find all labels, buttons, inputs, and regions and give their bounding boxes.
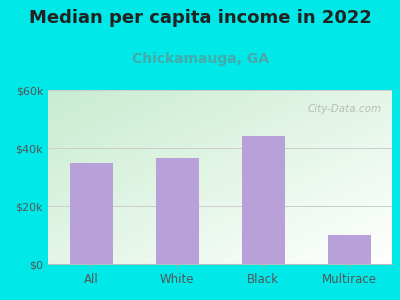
Bar [242,136,284,264]
Bar [156,158,198,264]
Text: Chickamauga, GA: Chickamauga, GA [132,52,268,67]
Bar [70,163,112,264]
Text: Median per capita income in 2022: Median per capita income in 2022 [28,9,372,27]
Bar [328,235,370,264]
Text: City-Data.com: City-Data.com [308,104,382,114]
